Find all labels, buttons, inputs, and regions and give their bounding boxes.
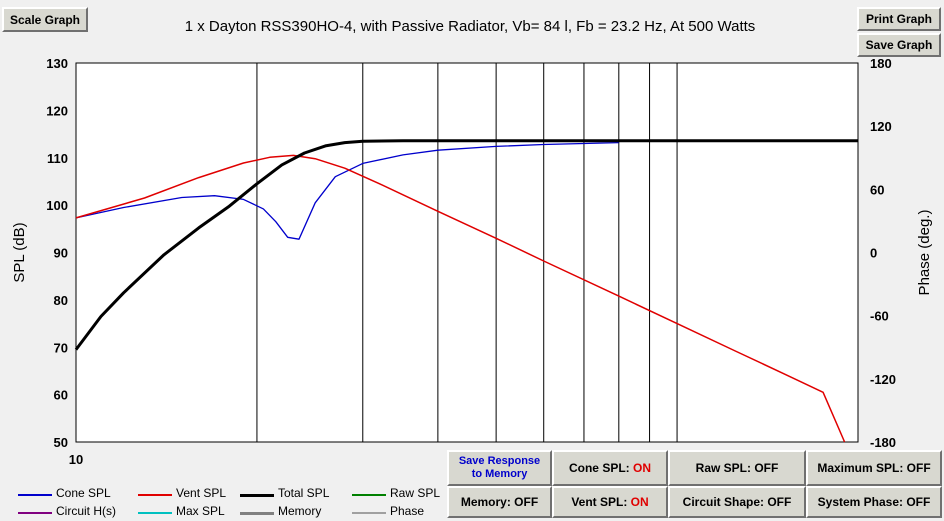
y2-axis-label: Phase (deg.) — [916, 210, 933, 296]
legend-label: Phase — [390, 504, 425, 518]
plot-area — [76, 63, 858, 442]
y-tick-label: 120 — [46, 103, 68, 118]
legend-label: Circuit H(s) — [56, 504, 116, 518]
y2-tick-label: -120 — [870, 372, 896, 387]
y-tick-label: 80 — [54, 293, 68, 308]
chart-grid — [75, 62, 859, 443]
scale-graph-button[interactable]: Scale Graph — [2, 7, 88, 32]
legend-label: Raw SPL — [390, 486, 441, 500]
cone-spl-state: ON — [633, 461, 651, 475]
save-response-line2: to Memory — [471, 468, 528, 480]
y-tick-label: 60 — [54, 388, 68, 403]
cone-spl-line — [75, 141, 619, 240]
memory-toggle-button[interactable]: Memory: OFF — [447, 486, 552, 518]
legend-swatch — [352, 494, 386, 496]
chart-title: 1 x Dayton RSS390HO-4, with Passive Radi… — [184, 18, 756, 35]
legend-label: Vent SPL — [176, 486, 227, 500]
y2-tick-label: -60 — [870, 309, 889, 324]
cone-spl-label: Cone SPL: — [568, 461, 630, 475]
plot-frame — [75, 62, 859, 443]
y2-tick-label: 0 — [870, 246, 877, 261]
circuit-shape-toggle-button[interactable]: Circuit Shape: OFF — [668, 486, 806, 518]
system-phase-toggle-button[interactable]: System Phase: OFF — [806, 486, 942, 518]
save-response-to-memory-button[interactable]: Save Response to Memory — [447, 450, 552, 486]
save-response-line1: Save Response — [458, 455, 541, 467]
vent-spl-state: ON — [630, 495, 649, 509]
y2-tick-label: 180 — [870, 56, 892, 71]
x-tick-label: 10 — [69, 452, 83, 467]
y-tick-label: 130 — [46, 56, 68, 71]
legend-label: Total SPL — [278, 486, 330, 500]
cone-spl-toggle-button[interactable]: Cone SPL: ON — [552, 450, 668, 486]
save-graph-button[interactable]: Save Graph — [857, 33, 941, 57]
y-axis-label: SPL (dB) — [11, 222, 28, 282]
legend-label: Max SPL — [176, 504, 225, 518]
legend-swatch — [138, 512, 172, 514]
y-tick-label: 70 — [54, 340, 68, 355]
total-spl-line — [74, 139, 858, 351]
chart-series — [74, 139, 858, 443]
legend-label: Cone SPL — [56, 486, 111, 500]
print-graph-button[interactable]: Print Graph — [857, 7, 941, 31]
legend-swatch — [240, 512, 274, 515]
legend-swatch — [138, 494, 172, 496]
legend-swatch — [18, 512, 52, 514]
raw-spl-toggle-button[interactable]: Raw SPL: OFF — [668, 450, 806, 486]
maximum-spl-toggle-button[interactable]: Maximum SPL: OFF — [806, 450, 942, 486]
y-tick-label: 50 — [54, 435, 68, 450]
vent-spl-label: Vent SPL: — [571, 495, 628, 509]
legend-swatch — [240, 494, 274, 497]
y2-tick-label: -180 — [870, 435, 896, 450]
vent-spl-toggle-button[interactable]: Vent SPL: ON — [552, 486, 668, 518]
vent-spl-line — [75, 154, 846, 443]
legend-label: Memory — [278, 504, 322, 518]
chart-ticks: 50 60 70 80 90 100 110 120 130 -180 -120 -60 0 60 120 1… — [11, 56, 933, 467]
y-tick-label: 90 — [54, 246, 68, 261]
legend-swatch — [18, 494, 52, 496]
y-tick-label: 100 — [46, 198, 68, 213]
y-tick-label: 110 — [47, 151, 68, 166]
legend-swatch — [352, 512, 386, 514]
y2-tick-label: 120 — [870, 119, 892, 134]
y2-tick-label: 60 — [870, 182, 884, 197]
